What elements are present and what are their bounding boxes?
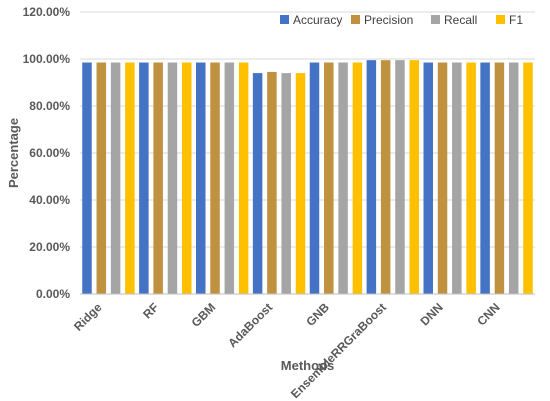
bar bbox=[153, 62, 163, 295]
bar bbox=[295, 73, 306, 294]
y-axis-title: Percentage bbox=[6, 118, 21, 188]
y-tick-label: 120.00% bbox=[23, 5, 71, 19]
y-tick-label: 60.00% bbox=[29, 146, 70, 160]
legend-swatch bbox=[431, 15, 440, 24]
bar bbox=[366, 60, 377, 294]
bar bbox=[167, 62, 178, 295]
bar bbox=[338, 62, 348, 295]
legend-swatch bbox=[496, 15, 505, 24]
bar bbox=[281, 73, 291, 294]
bar bbox=[309, 62, 320, 295]
legend-label: Recall bbox=[444, 13, 477, 27]
bar bbox=[508, 62, 519, 295]
bar bbox=[480, 62, 490, 295]
y-tick-label: 40.00% bbox=[29, 193, 70, 207]
bar bbox=[110, 62, 121, 295]
y-axis-ticks: 0.00% 20.00% 40.00% 60.00% 80.00% 100.00% 120.… bbox=[23, 5, 71, 301]
bar bbox=[324, 62, 334, 295]
bar bbox=[409, 60, 420, 294]
legend-label: Accuracy bbox=[293, 13, 342, 27]
bar bbox=[466, 62, 476, 295]
bar bbox=[267, 71, 277, 294]
x-axis-title: Methods bbox=[281, 358, 334, 373]
bar bbox=[182, 62, 192, 295]
bar bbox=[423, 62, 433, 295]
bar bbox=[82, 62, 92, 295]
bar bbox=[125, 62, 135, 295]
bar bbox=[494, 62, 505, 295]
bars bbox=[82, 60, 533, 295]
legend-label: Precision bbox=[364, 13, 413, 27]
bar bbox=[380, 60, 391, 294]
bar bbox=[252, 73, 263, 294]
bar bbox=[523, 62, 533, 295]
legend: Accuracy Precision Recall F1 bbox=[280, 13, 523, 27]
legend-swatch bbox=[351, 15, 360, 24]
bar bbox=[452, 62, 462, 295]
bar bbox=[96, 62, 107, 295]
y-tick-label: 0.00% bbox=[36, 287, 70, 301]
bar bbox=[224, 62, 235, 295]
legend-swatch bbox=[280, 15, 289, 24]
bar bbox=[210, 62, 220, 295]
bar bbox=[139, 62, 149, 295]
bar bbox=[437, 62, 448, 295]
y-tick-label: 80.00% bbox=[29, 99, 70, 113]
y-tick-label: 100.00% bbox=[23, 52, 71, 66]
bar bbox=[352, 62, 363, 295]
bar bbox=[238, 62, 249, 295]
legend-label: F1 bbox=[509, 13, 523, 27]
bar bbox=[395, 60, 405, 294]
y-tick-label: 20.00% bbox=[29, 240, 70, 254]
bar bbox=[195, 62, 206, 295]
